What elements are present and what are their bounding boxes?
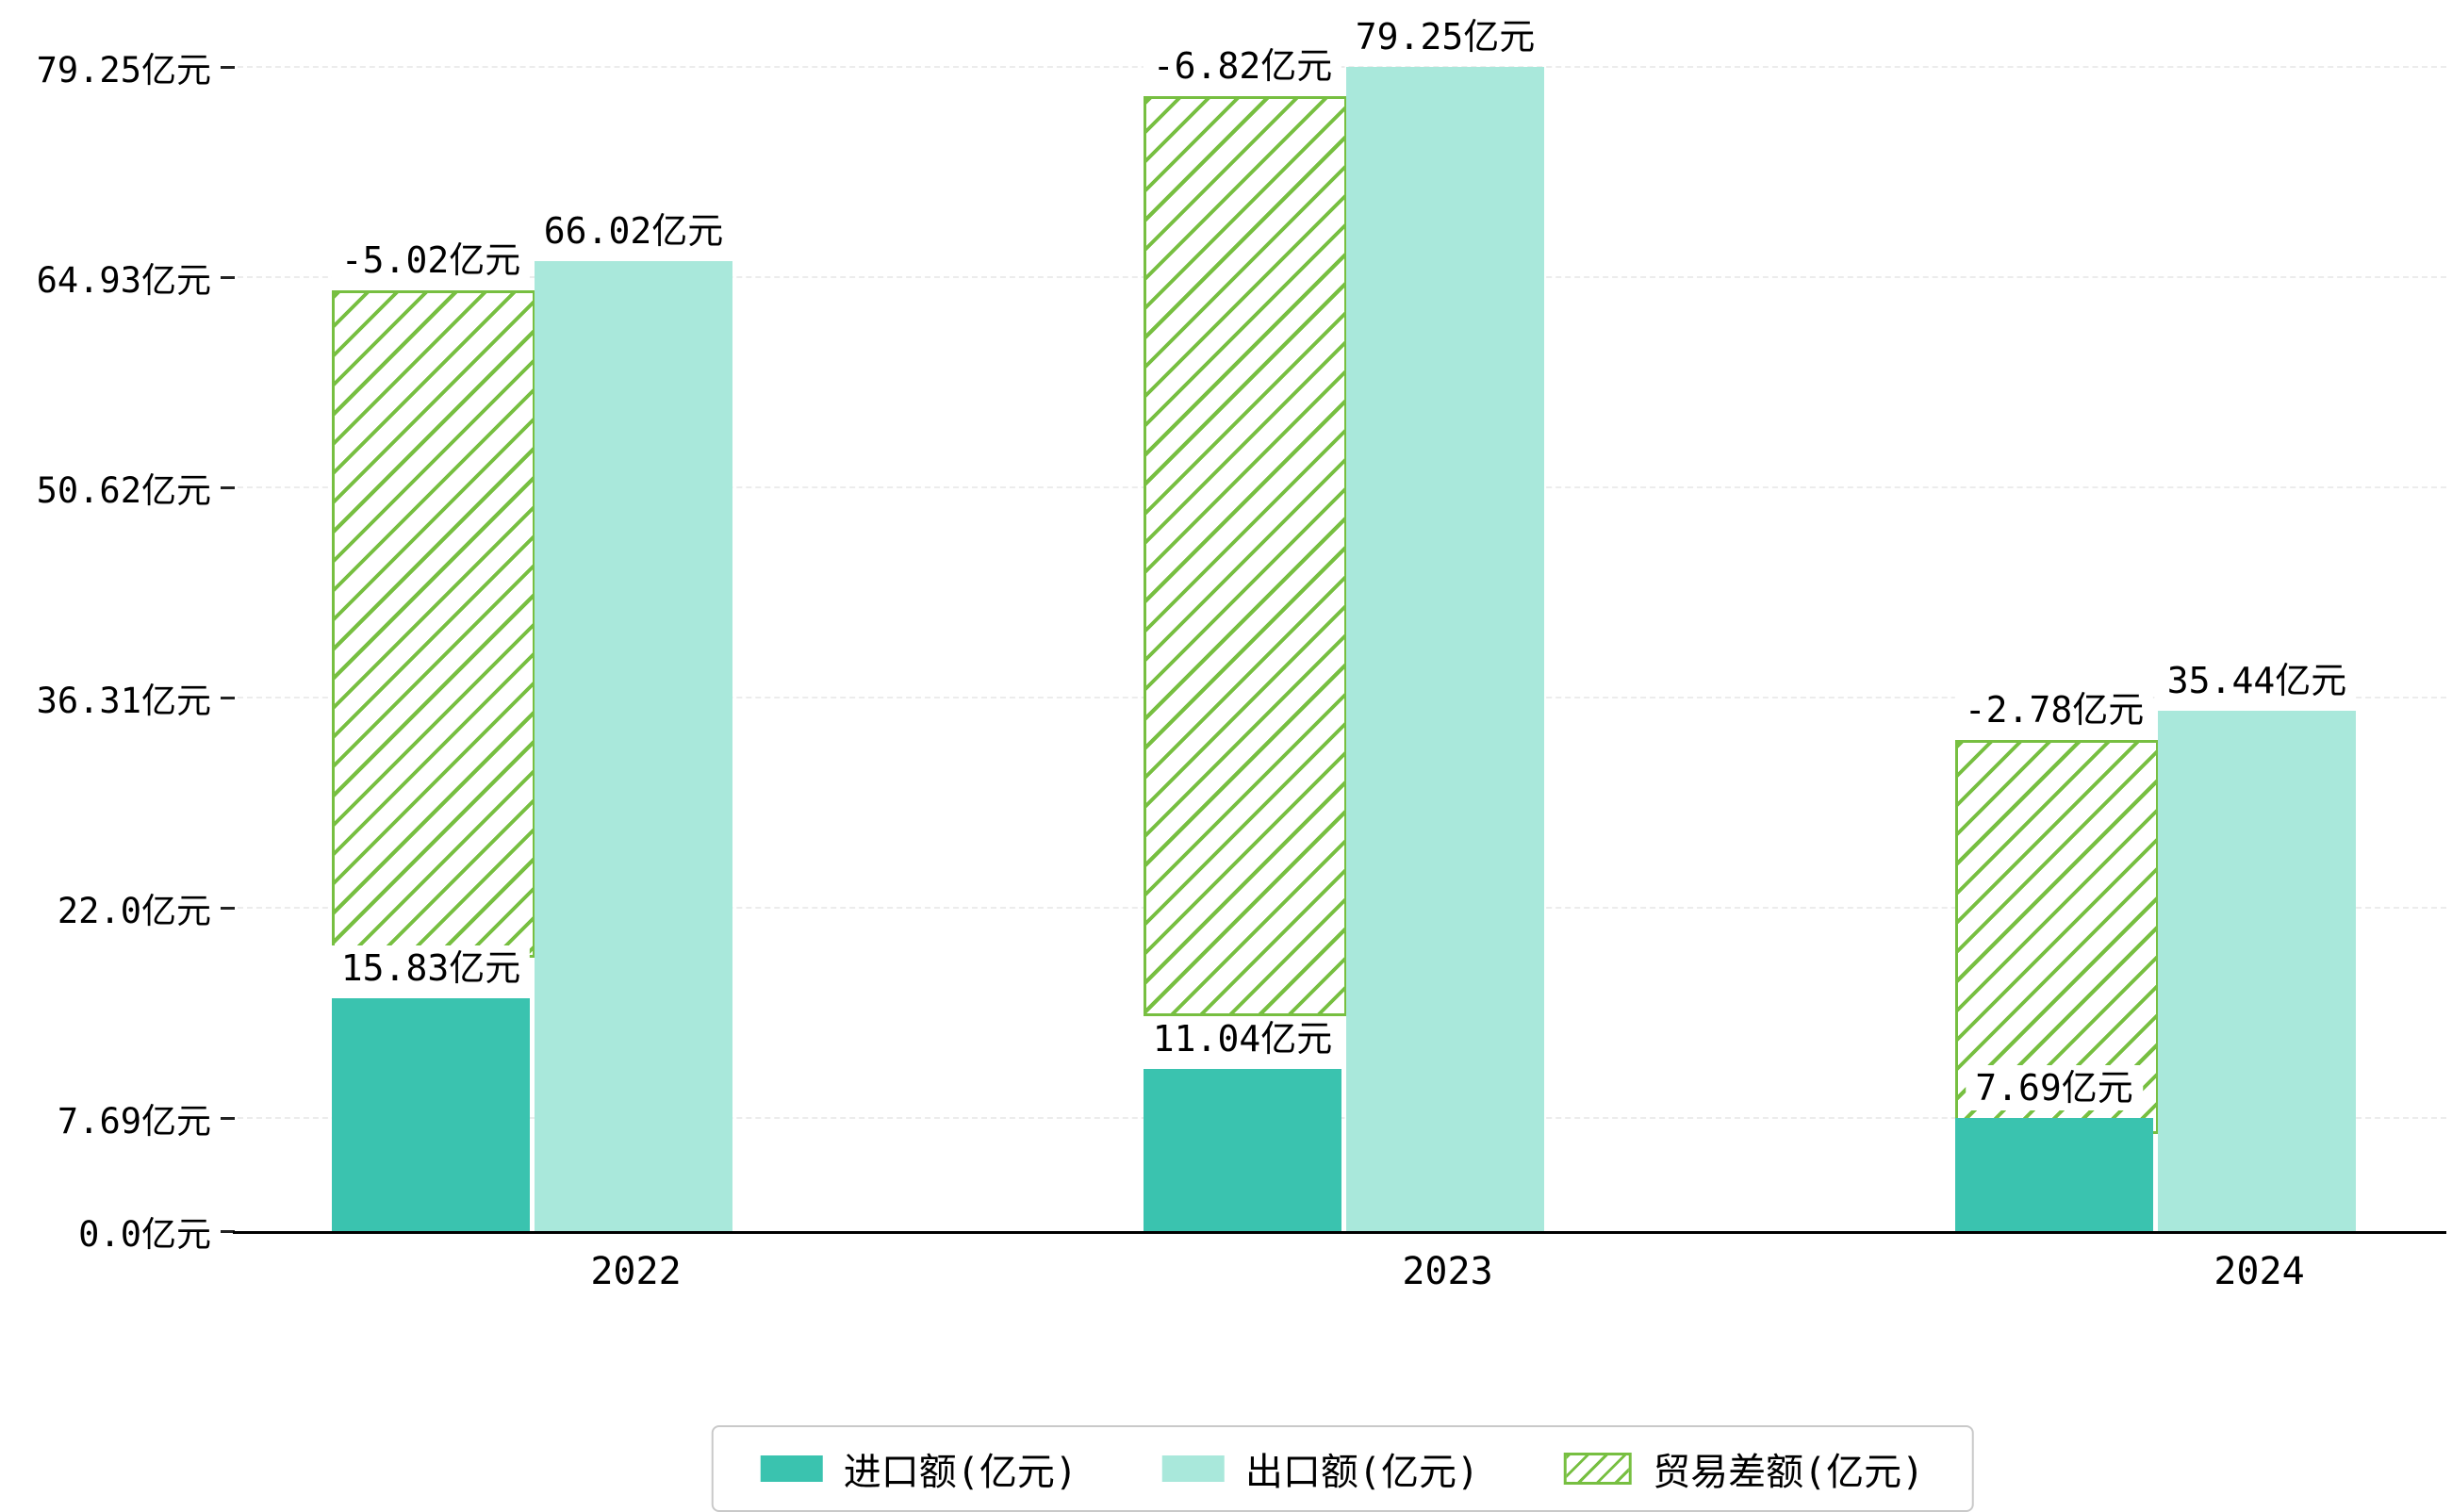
x-axis-category-label: 2024 bbox=[2213, 1250, 2305, 1293]
y-tick-mark bbox=[221, 65, 235, 69]
export-value-label: 66.02亿元 bbox=[534, 208, 733, 255]
import-bar bbox=[332, 998, 530, 1231]
trade-balance-value-label: -2.78亿元 bbox=[1954, 686, 2154, 732]
trade-balance-bar bbox=[332, 290, 535, 958]
legend-swatch-trade-balance bbox=[1564, 1453, 1633, 1485]
y-axis-tick-label: 79.25亿元 bbox=[36, 49, 211, 90]
trade-balance-value-label: -6.82亿元 bbox=[1143, 43, 1342, 90]
trade-balance-bar bbox=[1144, 96, 1347, 1017]
y-tick-mark bbox=[221, 1230, 235, 1233]
y-tick-mark bbox=[221, 486, 235, 490]
legend-item: 进口额(亿元) bbox=[760, 1441, 1078, 1496]
export-bar bbox=[535, 261, 732, 1231]
legend: 进口额(亿元) 出口额(亿元) 贸易差额(亿元) bbox=[711, 1425, 1974, 1512]
legend-item-label: 进口额(亿元) bbox=[843, 1451, 1078, 1494]
y-tick-mark bbox=[221, 1117, 235, 1121]
export-value-label: 79.25亿元 bbox=[1345, 13, 1545, 59]
export-value-label: 35.44亿元 bbox=[2157, 657, 2357, 703]
x-axis-line bbox=[233, 1231, 2446, 1234]
legend-swatch-import bbox=[760, 1455, 823, 1482]
gridline bbox=[238, 65, 2446, 68]
y-axis-tick-label: 22.0亿元 bbox=[57, 891, 211, 932]
legend-item-label: 出口额(亿元) bbox=[1244, 1451, 1480, 1494]
y-tick-mark bbox=[221, 697, 235, 700]
import-bar bbox=[1955, 1118, 2153, 1231]
trade-balance-value-label: -5.02亿元 bbox=[331, 238, 531, 284]
gridline bbox=[238, 1117, 2446, 1120]
legend-item: 贸易差额(亿元) bbox=[1564, 1441, 1924, 1496]
x-axis-category-label: 2023 bbox=[1402, 1250, 1493, 1293]
y-axis-tick-label: 7.69亿元 bbox=[57, 1101, 211, 1142]
y-axis-tick-label: 0.0亿元 bbox=[78, 1214, 211, 1255]
y-tick-mark bbox=[221, 907, 235, 911]
legend-swatch-export bbox=[1161, 1455, 1225, 1482]
import-value-label: 7.69亿元 bbox=[1966, 1065, 2143, 1111]
export-bar bbox=[2158, 710, 2356, 1231]
y-tick-mark bbox=[221, 276, 235, 280]
y-axis-tick-label: 50.62亿元 bbox=[36, 470, 211, 512]
trade-balance-bar bbox=[1955, 739, 2159, 1134]
import-value-label: 11.04亿元 bbox=[1143, 1015, 1342, 1061]
import-bar bbox=[1144, 1068, 1341, 1231]
import-value-label: 15.83亿元 bbox=[331, 945, 531, 992]
legend-item: 出口额(亿元) bbox=[1161, 1441, 1480, 1496]
x-axis-category-label: 2022 bbox=[590, 1250, 682, 1293]
y-axis-tick-label: 36.31亿元 bbox=[36, 681, 211, 722]
export-bar bbox=[1346, 66, 1544, 1231]
legend-item-label: 贸易差额(亿元) bbox=[1653, 1451, 1925, 1494]
y-axis-tick-label: 64.93亿元 bbox=[36, 260, 211, 302]
